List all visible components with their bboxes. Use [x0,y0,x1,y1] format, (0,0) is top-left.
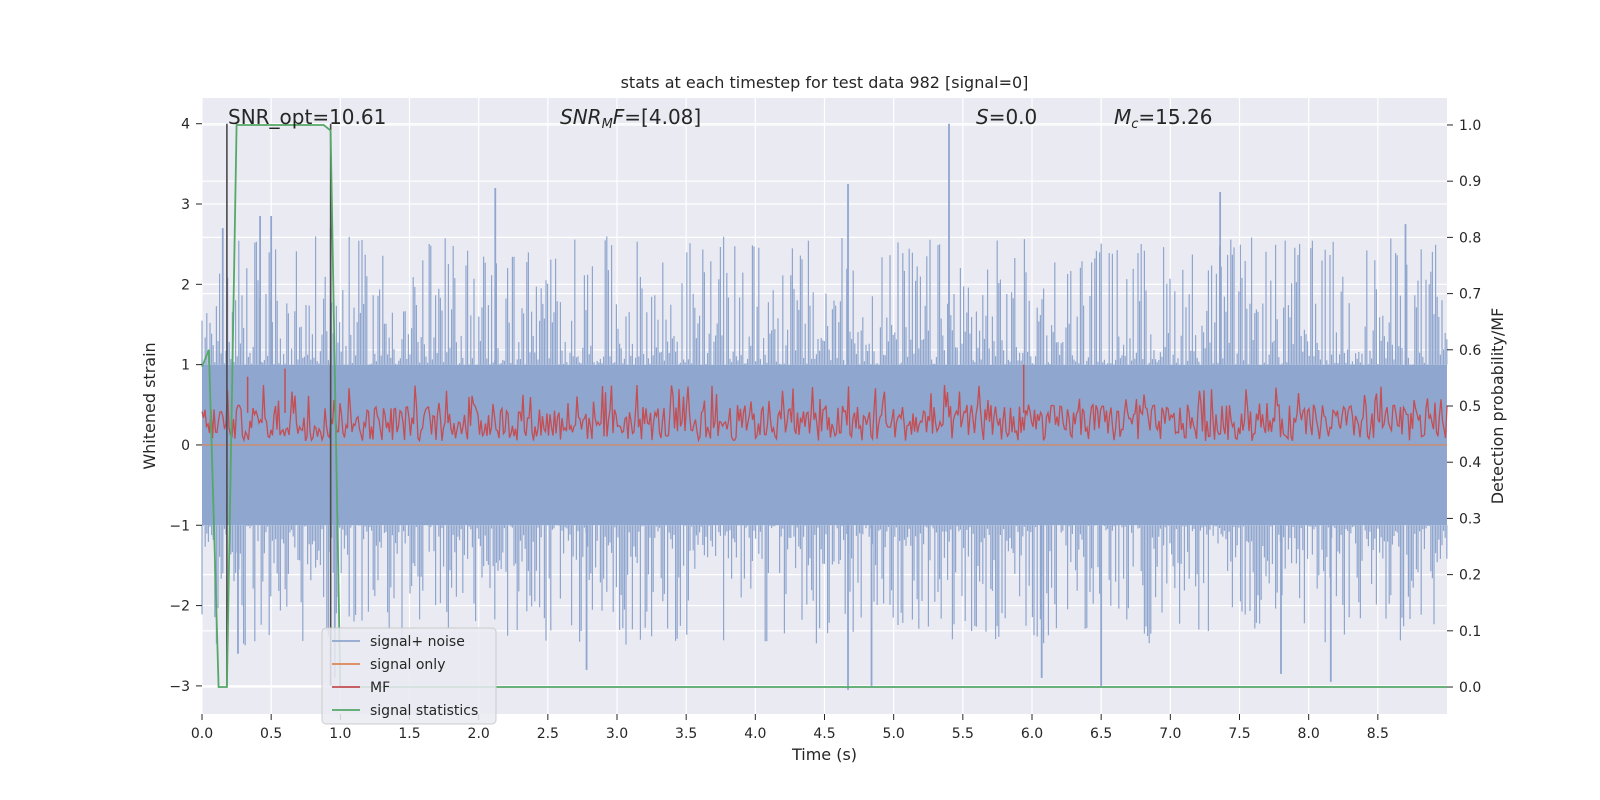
annotation-snr-opt: SNR_opt=10.61 [228,105,386,129]
mf-line [201,384,1448,443]
legend-label: signal statistics [370,703,478,719]
x-tick-label: 4.0 [744,726,766,742]
series-mf [201,364,1448,443]
x-tick-label: 8.0 [1298,726,1320,742]
x-tick-label: 0.0 [191,726,213,742]
y-tick-label: 1 [181,358,190,374]
y-tick-label: −1 [169,518,190,534]
noise-spikes-up [201,236,1448,365]
y-right-tick-label: 0.6 [1459,343,1481,359]
y-right-tick-label: 0.5 [1459,399,1481,415]
y-axis-left: −3 −2 −1 0 1 2 3 4 [169,117,202,695]
x-tick-label: 3.5 [675,726,697,742]
y-right-tick-label: 0.7 [1459,287,1481,303]
annotation-mc: Mc=15.26 [1114,105,1212,132]
legend: signal+ noise signal only MF signal statist… [321,627,497,725]
x-tick-label: 5.5 [952,726,974,742]
x-tick-label: 5.0 [883,726,905,742]
y-axis-label: Whitened strain [140,342,159,469]
y-tick-label: 2 [181,277,190,293]
series-signal-statistics [201,124,1447,688]
y-right-tick-label: 0.2 [1459,568,1481,584]
y-tick-label: −2 [169,599,190,615]
x-tick-label: 4.5 [813,726,835,742]
y-right-tick-label: 0.0 [1459,680,1481,696]
y-tick-label: −3 [169,679,190,695]
x-tick-label: 3.0 [606,726,628,742]
y-tick-label: 0 [181,438,190,454]
x-tick-label: 2.5 [537,726,559,742]
chart-title: stats at each timestep for test data 982… [621,73,1029,92]
legend-label: signal only [370,657,445,673]
x-axis-label: Time (s) [791,745,857,764]
y-tick-label: 4 [181,117,190,133]
x-tick-label: 7.5 [1228,726,1250,742]
x-tick-label: 1.0 [329,726,351,742]
x-axis: 0.0 0.5 1.0 1.5 2.0 2.5 3.0 3.5 4.0 4.5 5.0 5.5 6.0 6… [191,714,1389,742]
noise-spikes-down [201,525,1448,646]
y-tick-label: 3 [181,197,190,213]
x-tick-label: 8.5 [1367,726,1389,742]
x-tick-label: 0.5 [260,726,282,742]
y-right-tick-label: 0.8 [1459,230,1481,246]
x-tick-label: 6.0 [1021,726,1043,742]
x-tick-label: 7.0 [1159,726,1181,742]
x-tick-label: 1.5 [398,726,420,742]
y-axis-label-right: Detection probability/MF [1488,308,1507,505]
y-right-tick-label: 0.3 [1459,511,1481,527]
legend-label: signal+ noise [370,634,465,650]
y-axis-right: 0.0 0.1 0.2 0.3 0.4 0.5 0.6 0.7 0.8 0.9 1.0 [1447,118,1481,696]
annotation-s: S=0.0 [976,105,1037,129]
y-right-tick-label: 1.0 [1459,118,1481,134]
legend-box [321,627,497,725]
x-tick-label: 6.5 [1090,726,1112,742]
legend-label: MF [370,680,390,696]
x-tick-label: 2.0 [468,726,490,742]
y-right-tick-label: 0.1 [1459,624,1481,640]
y-right-tick-label: 0.9 [1459,174,1481,190]
annotation-snr-mf: SNRMF=[4.08] [560,105,701,132]
y-right-tick-label: 0.4 [1459,455,1481,471]
